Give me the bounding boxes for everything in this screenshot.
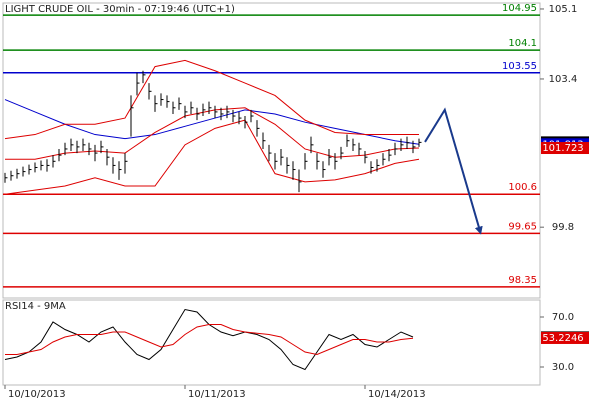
indicator-line [4,99,420,145]
y-tick-label: 99.8 [552,222,574,233]
x-tick-label: 10/11/2013 [188,389,246,400]
level-label: 98.35 [508,275,537,286]
last-value-label: 101.723 [542,143,583,154]
chart-title: LIGHT CRUDE OIL - 30min - 07:19:46 (UTC+… [5,4,235,15]
y-tick-label: 30.0 [552,362,574,373]
y-tick-label: 105.1 [549,4,578,15]
y-tick-label: 103.4 [549,74,578,85]
x-tick-label: 10/14/2013 [368,389,426,400]
y-tick-label: 70.0 [552,312,574,323]
level-label: 104.1 [508,38,537,49]
rsi-panel [2,299,541,386]
rsi-title: RSI14 - 9MA [5,301,66,312]
level-label: 104.95 [502,3,537,14]
x-tick-label: 10/10/2013 [8,389,66,400]
last-value-label: 53.2246 [542,333,583,344]
last-value-badge [541,142,589,155]
forecast-arrow [424,107,483,235]
level-label: 99.65 [508,221,537,232]
level-label: 100.6 [508,182,537,193]
indicator-line [4,59,419,140]
level-label: 103.55 [502,61,537,72]
rsi-line [5,324,414,356]
price-panel [2,2,541,299]
indicator-line [4,119,420,195]
last-value-badge [541,331,589,344]
